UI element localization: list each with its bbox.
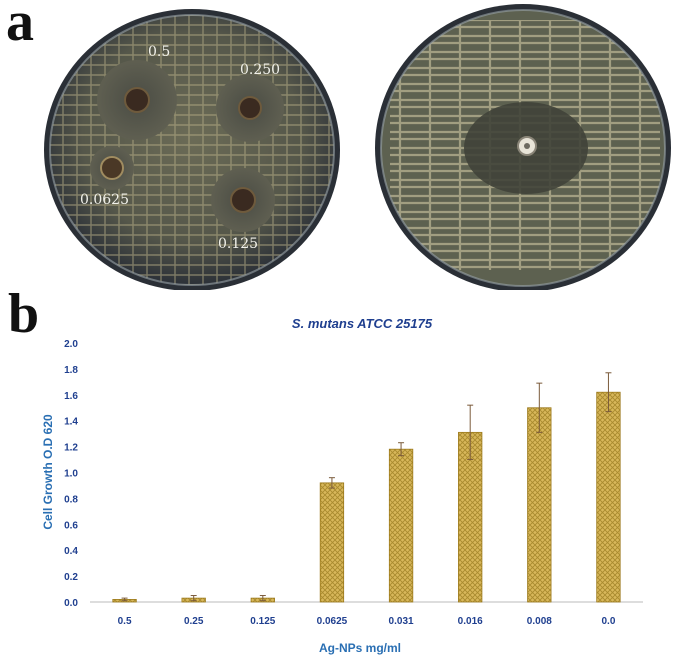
error-bar [605, 372, 612, 413]
x-axis-label: Ag-NPs mg/ml [319, 641, 401, 655]
x-tick-label: 0.25 [184, 616, 204, 627]
plate-label: 0.125 [218, 236, 258, 252]
disc-well [238, 96, 262, 120]
y-tick-label: 0.2 [64, 572, 78, 583]
bar [527, 407, 552, 603]
plate-label: 0.5 [148, 44, 170, 60]
x-tick-label: 0.125 [250, 616, 275, 627]
bar [388, 448, 414, 603]
y-axis-ticks: 0.0 0.2 0.4 0.6 0.8 1.0 1.2 1.4 1.6 1.8 2.0 [64, 339, 78, 609]
bar [596, 391, 621, 603]
panel-a-label: a [6, 0, 34, 53]
x-axis-ticks: 0.5 0.25 0.125 0.0625 0.031 0.016 0.008 0.0 [118, 616, 616, 627]
bar-series [112, 372, 621, 603]
error-bar [398, 442, 405, 457]
y-tick-label: 1.0 [64, 469, 78, 480]
right-agar-plate [375, 4, 671, 290]
y-tick-label: 0.6 [64, 520, 78, 531]
y-tick-label: 0.8 [64, 494, 78, 505]
error-bar [190, 595, 197, 602]
y-tick-label: 1.8 [64, 365, 78, 376]
plate-label: 0.250 [240, 62, 280, 78]
y-tick-label: 1.6 [64, 391, 78, 402]
agar-plates-photo: 0.5 0.250 0.0625 0.125 [44, 4, 671, 290]
x-tick-label: 0.031 [389, 616, 414, 627]
disc-well [124, 87, 150, 113]
x-tick-label: 0.008 [527, 616, 552, 627]
x-tick-label: 0.0625 [317, 616, 348, 627]
panel-b-label: b [8, 283, 40, 345]
plate-label: 0.0625 [80, 192, 129, 208]
error-bar [328, 477, 335, 489]
x-tick-label: 0.016 [458, 616, 483, 627]
y-axis-label: Cell Growth O.D 620 [41, 414, 55, 530]
error-bar [467, 404, 474, 461]
error-bar [259, 595, 266, 602]
y-tick-label: 0.0 [64, 598, 78, 609]
bar [319, 482, 345, 603]
left-agar-plate: 0.5 0.250 0.0625 0.125 [44, 9, 340, 290]
disc-well [100, 156, 124, 180]
x-tick-label: 0.5 [118, 616, 132, 627]
bar-chart: S. mutans ATCC 25175 Cell Growth O.D 620… [41, 316, 643, 655]
chart-title: S. mutans ATCC 25175 [292, 316, 433, 331]
error-bar [121, 597, 128, 602]
disc-well [230, 187, 256, 213]
x-tick-label: 0.0 [601, 616, 615, 627]
y-tick-label: 1.4 [64, 417, 78, 428]
y-tick-label: 1.2 [64, 443, 78, 454]
y-tick-label: 0.4 [64, 546, 78, 557]
y-tick-label: 2.0 [64, 339, 78, 350]
error-bar [536, 382, 543, 433]
